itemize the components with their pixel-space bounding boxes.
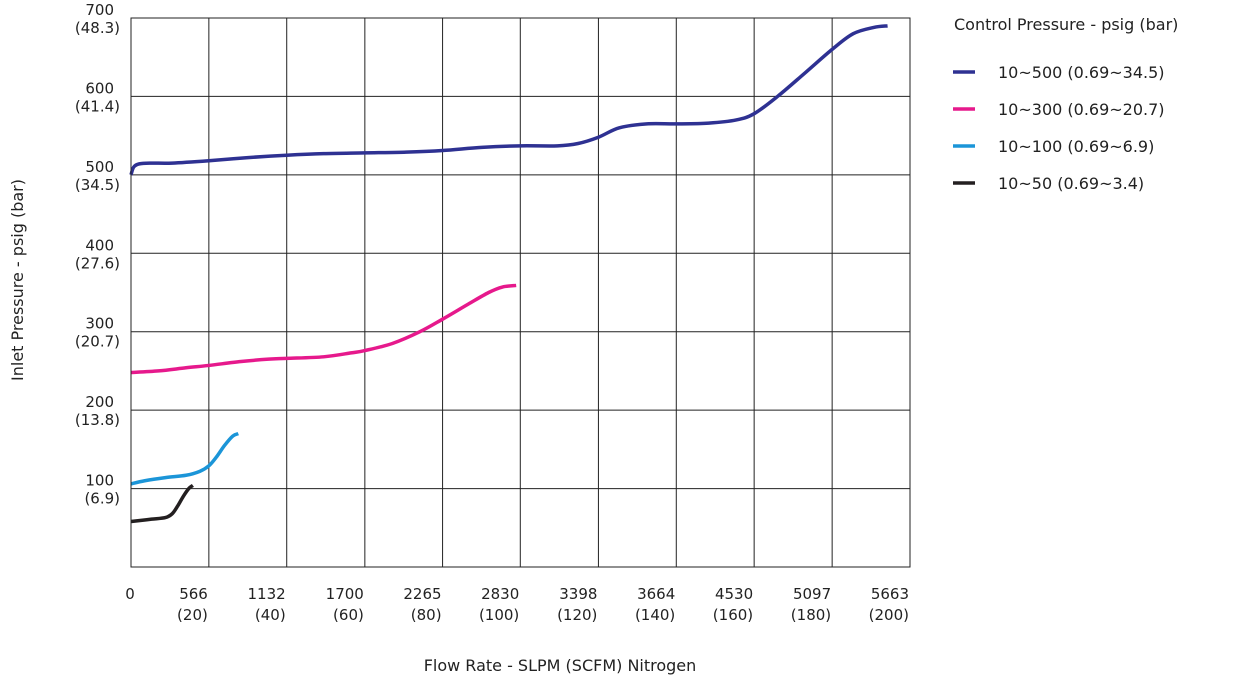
- x-tick-label: 0: [125, 585, 135, 603]
- x-tick-label: 4530: [715, 585, 753, 603]
- y-tick-label: 300: [85, 315, 114, 333]
- legend-label: 10~50 (0.69~3.4): [998, 174, 1144, 193]
- y-axis-title: Inlet Pressure - psig (bar): [8, 179, 27, 381]
- x-tick-sublabel: (80): [411, 606, 442, 624]
- x-tick-label: 3664: [637, 585, 675, 603]
- y-tick-sublabel: (6.9): [84, 490, 120, 508]
- series-line: [130, 283, 517, 375]
- series-lines: [129, 24, 888, 524]
- x-tick-label: 5663: [871, 585, 909, 603]
- y-tick-sublabel: (48.3): [75, 19, 120, 37]
- legend-label: 10~100 (0.69~6.9): [998, 137, 1154, 156]
- x-tick-sublabel: (20): [177, 606, 208, 624]
- x-tick-sublabel: (140): [635, 606, 675, 624]
- x-tick-label: 1700: [326, 585, 364, 603]
- x-axis-ticks: 0 566 (20) 1132 (40) 1700 (60) 2265 (80) 2830 (100…: [125, 585, 909, 624]
- y-tick-label: 700: [85, 1, 114, 19]
- y-tick-sublabel: (20.7): [75, 333, 120, 351]
- y-tick-sublabel: (34.5): [75, 176, 120, 194]
- legend-title: Control Pressure - psig (bar): [954, 15, 1178, 34]
- y-tick-label: 100: [85, 472, 114, 490]
- x-tick-sublabel: (200): [869, 606, 909, 624]
- x-tick-sublabel: (180): [791, 606, 831, 624]
- series-line: [130, 432, 239, 486]
- legend-label: 10~500 (0.69~34.5): [998, 63, 1165, 82]
- y-tick-label: 400: [85, 236, 114, 254]
- x-tick-sublabel: (40): [255, 606, 286, 624]
- plot-frame: [130, 17, 911, 568]
- y-tick-label: 500: [85, 158, 114, 176]
- y-tick-sublabel: (13.8): [75, 411, 120, 429]
- y-tick-label: 600: [85, 79, 114, 97]
- x-tick-sublabel: (120): [557, 606, 597, 624]
- x-tick-label: 566: [179, 585, 208, 603]
- y-tick-sublabel: (41.4): [75, 97, 120, 115]
- x-tick-sublabel: (160): [713, 606, 753, 624]
- x-axis-title: Flow Rate - SLPM (SCFM) Nitrogen: [424, 656, 697, 675]
- series-line: [130, 483, 194, 524]
- y-tick-label: 200: [85, 393, 114, 411]
- grid-lines: [131, 18, 910, 567]
- y-axis-ticks: 100(6.9) 200(13.8) 300(20.7) 400(27.6) 500(3…: [75, 1, 120, 508]
- x-tick-label: 2265: [403, 585, 441, 603]
- y-tick-sublabel: (27.6): [75, 254, 120, 272]
- x-tick-sublabel: (60): [333, 606, 364, 624]
- x-tick-label: 2830: [481, 585, 519, 603]
- legend-label: 10~300 (0.69~20.7): [998, 100, 1165, 119]
- legend: Control Pressure - psig (bar) 10~500 (0.…: [953, 15, 1178, 193]
- x-tick-label: 5097: [793, 585, 831, 603]
- x-tick-label: 3398: [559, 585, 597, 603]
- x-tick-sublabel: (100): [479, 606, 519, 624]
- x-tick-label: 1132: [248, 585, 286, 603]
- series-line: [129, 24, 888, 176]
